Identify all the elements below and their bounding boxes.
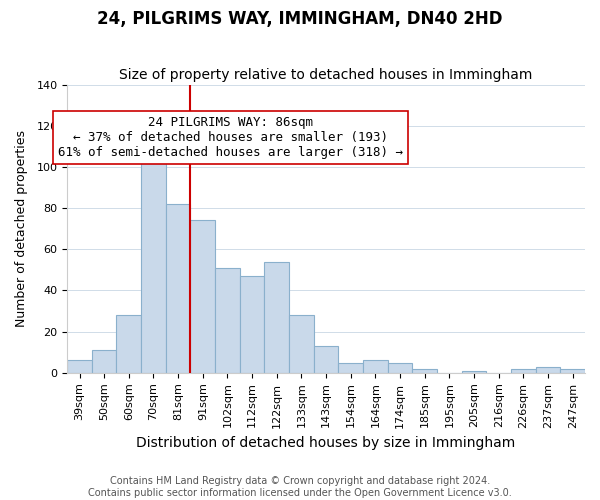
- Bar: [462, 371, 487, 373]
- Bar: [166, 204, 190, 373]
- Bar: [314, 346, 338, 373]
- Bar: [363, 360, 388, 373]
- Bar: [215, 268, 240, 373]
- Text: 24, PILGRIMS WAY, IMMINGHAM, DN40 2HD: 24, PILGRIMS WAY, IMMINGHAM, DN40 2HD: [97, 10, 503, 28]
- Bar: [116, 315, 141, 373]
- Bar: [190, 220, 215, 373]
- Bar: [560, 368, 585, 373]
- Bar: [511, 368, 536, 373]
- Bar: [289, 315, 314, 373]
- Title: Size of property relative to detached houses in Immingham: Size of property relative to detached ho…: [119, 68, 533, 82]
- X-axis label: Distribution of detached houses by size in Immingham: Distribution of detached houses by size …: [136, 436, 516, 450]
- Bar: [240, 276, 265, 373]
- Bar: [67, 360, 92, 373]
- Bar: [412, 368, 437, 373]
- Bar: [265, 262, 289, 373]
- Text: Contains HM Land Registry data © Crown copyright and database right 2024.
Contai: Contains HM Land Registry data © Crown c…: [88, 476, 512, 498]
- Bar: [388, 362, 412, 373]
- Bar: [141, 140, 166, 373]
- Bar: [338, 362, 363, 373]
- Bar: [92, 350, 116, 373]
- Y-axis label: Number of detached properties: Number of detached properties: [15, 130, 28, 327]
- Text: 24 PILGRIMS WAY: 86sqm
← 37% of detached houses are smaller (193)
61% of semi-de: 24 PILGRIMS WAY: 86sqm ← 37% of detached…: [58, 116, 403, 160]
- Bar: [536, 366, 560, 373]
